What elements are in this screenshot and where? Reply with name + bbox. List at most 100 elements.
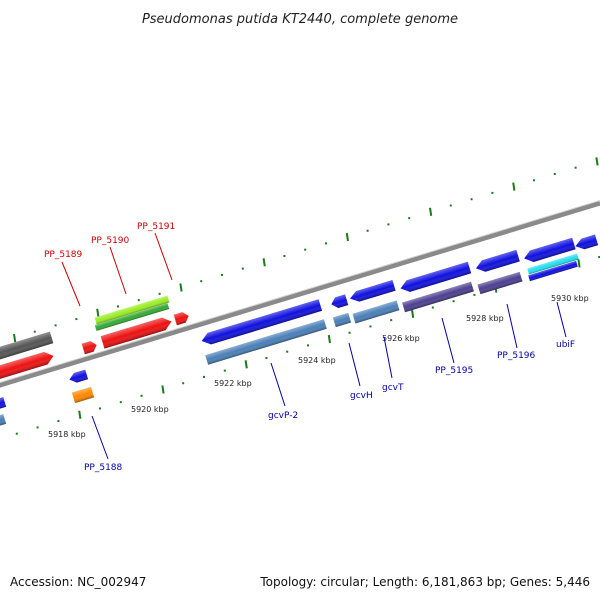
- gene-arrow-shade: [475, 249, 520, 272]
- gene-arrow-shade: [477, 271, 523, 295]
- cds-pp5196[interactable]: [477, 271, 523, 295]
- gene-arrow-shade: [349, 280, 396, 302]
- major-tick: [345, 232, 349, 242]
- major-tick: [262, 258, 266, 267]
- gene-partial-grey[interactable]: [0, 331, 54, 363]
- major-tick: [13, 333, 17, 343]
- gene-arrow-shade: [331, 294, 349, 308]
- leader-line: [154, 232, 173, 281]
- gene-partial-left[interactable]: [0, 397, 7, 411]
- gene-arrow-shade: [0, 414, 7, 428]
- gene-arrow-shade: [0, 397, 7, 410]
- label-leaders: [61, 232, 567, 460]
- gene-pp5191-b[interactable]: [173, 311, 191, 326]
- cds-ubif-b[interactable]: [528, 260, 578, 282]
- gene-label-pp5189[interactable]: PP_5189: [44, 250, 83, 260]
- leader-line: [383, 336, 393, 379]
- gene-arrow-shade: [527, 253, 579, 275]
- gene-label-pp5190[interactable]: PP_5190: [91, 236, 130, 246]
- tick-label: 5928 kbp: [466, 314, 504, 323]
- cds-pp5188[interactable]: [71, 386, 95, 404]
- major-tick: [512, 182, 516, 191]
- major-tick: [96, 308, 100, 317]
- gene-arrow-shade: [575, 234, 599, 250]
- gene-label-pp5195[interactable]: PP_5195: [435, 366, 473, 376]
- gene-arrow-shade: [69, 369, 89, 383]
- tick-label: 5922 kbp: [214, 379, 252, 388]
- gene-arrow-shade: [205, 319, 327, 365]
- gene-arrow-shade: [528, 260, 578, 282]
- cds-pp5195[interactable]: [402, 281, 474, 313]
- gene-pp5191[interactable]: [100, 315, 174, 349]
- gene-ubif[interactable]: [522, 237, 576, 265]
- gene-arrow-shade: [81, 341, 97, 355]
- leader-line: [109, 246, 127, 295]
- gene-arrow-shade: [352, 300, 400, 324]
- gene-partial-red[interactable]: [0, 350, 55, 383]
- gene-gcvt[interactable]: [348, 280, 396, 304]
- leader-line: [91, 415, 109, 460]
- tick-label: 5920 kbp: [131, 405, 169, 414]
- inner-tick-ring: [15, 256, 600, 435]
- gene-pp5189[interactable]: [81, 340, 99, 355]
- leader-line: [270, 362, 286, 407]
- gene-arrow-shade: [71, 386, 95, 404]
- map-title: Pseudomonas putida KT2440, complete geno…: [142, 12, 458, 27]
- gene-label-ubif[interactable]: ubiF: [556, 340, 575, 350]
- major-tick: [327, 334, 331, 344]
- gene-pp5190[interactable]: [94, 295, 170, 325]
- gene-layer: [0, 234, 599, 428]
- tick-label: 5918 kbp: [48, 430, 86, 439]
- cds-gcvp2[interactable]: [205, 319, 327, 365]
- leader-line: [556, 301, 567, 338]
- gene-label-pp5188[interactable]: PP_5188: [84, 463, 123, 473]
- major-tick: [411, 309, 415, 318]
- cds-gcvt[interactable]: [352, 300, 400, 324]
- leader-line: [61, 261, 81, 307]
- cds-partial-left[interactable]: [0, 414, 7, 428]
- gene-pp5195[interactable]: [399, 261, 472, 294]
- gene-gcvh[interactable]: [330, 294, 349, 309]
- gene-pp5196[interactable]: [474, 249, 520, 274]
- leader-line: [441, 317, 455, 364]
- gene-label-pp5191[interactable]: PP_5191: [137, 222, 175, 232]
- gene-arrow-shade: [100, 317, 172, 349]
- gene-label-gcvp2[interactable]: gcvP-2: [268, 411, 298, 421]
- gene-arrow-shade: [400, 261, 472, 292]
- outer-tick-ring: [13, 157, 599, 343]
- gene-arrow-shade: [94, 295, 170, 325]
- major-tick: [78, 410, 82, 419]
- gene-next[interactable]: [574, 234, 599, 252]
- major-tick: [244, 360, 248, 369]
- gene-label-pp5196[interactable]: PP_5196: [497, 351, 536, 361]
- genome-summary-text: Topology: circular; Length: 6,181,863 bp…: [259, 575, 590, 589]
- leader-line: [348, 342, 361, 387]
- tick-label: 5930 kbp: [551, 294, 589, 303]
- gene-arrow-shade: [0, 351, 54, 383]
- gene-label-gcvt[interactable]: gcvT: [382, 383, 404, 393]
- gene-arrow-shade: [402, 281, 474, 313]
- backbone-highlight: [0, 200, 600, 383]
- gene-gcvp2[interactable]: [200, 299, 323, 346]
- major-tick: [179, 283, 183, 292]
- gene-pp5190-b[interactable]: [94, 303, 170, 331]
- gene-arrow-shade: [94, 303, 170, 331]
- cds-ubif[interactable]: [527, 253, 579, 275]
- leader-line: [506, 303, 518, 349]
- tick-label: 5924 kbp: [298, 356, 336, 365]
- major-tick: [595, 157, 599, 166]
- genome-backbone: [0, 200, 600, 388]
- gene-arrow-shade: [201, 299, 323, 345]
- major-tick: [161, 385, 165, 394]
- major-tick: [429, 207, 433, 216]
- gene-arrow-shade: [332, 312, 352, 328]
- scale-labels: 5918 kbp 5920 kbp 5922 kbp 5924 kbp 5926…: [48, 294, 589, 439]
- gene-arrow-shade: [0, 331, 54, 363]
- major-tick: [577, 259, 581, 268]
- gene-arrow-shade: [173, 312, 189, 326]
- gene-label-gcvh[interactable]: gcvH: [350, 391, 373, 401]
- gene-pp5188[interactable]: [68, 369, 89, 385]
- accession-text: Accession: NC_002947: [10, 575, 146, 589]
- cds-gcvh[interactable]: [332, 312, 352, 328]
